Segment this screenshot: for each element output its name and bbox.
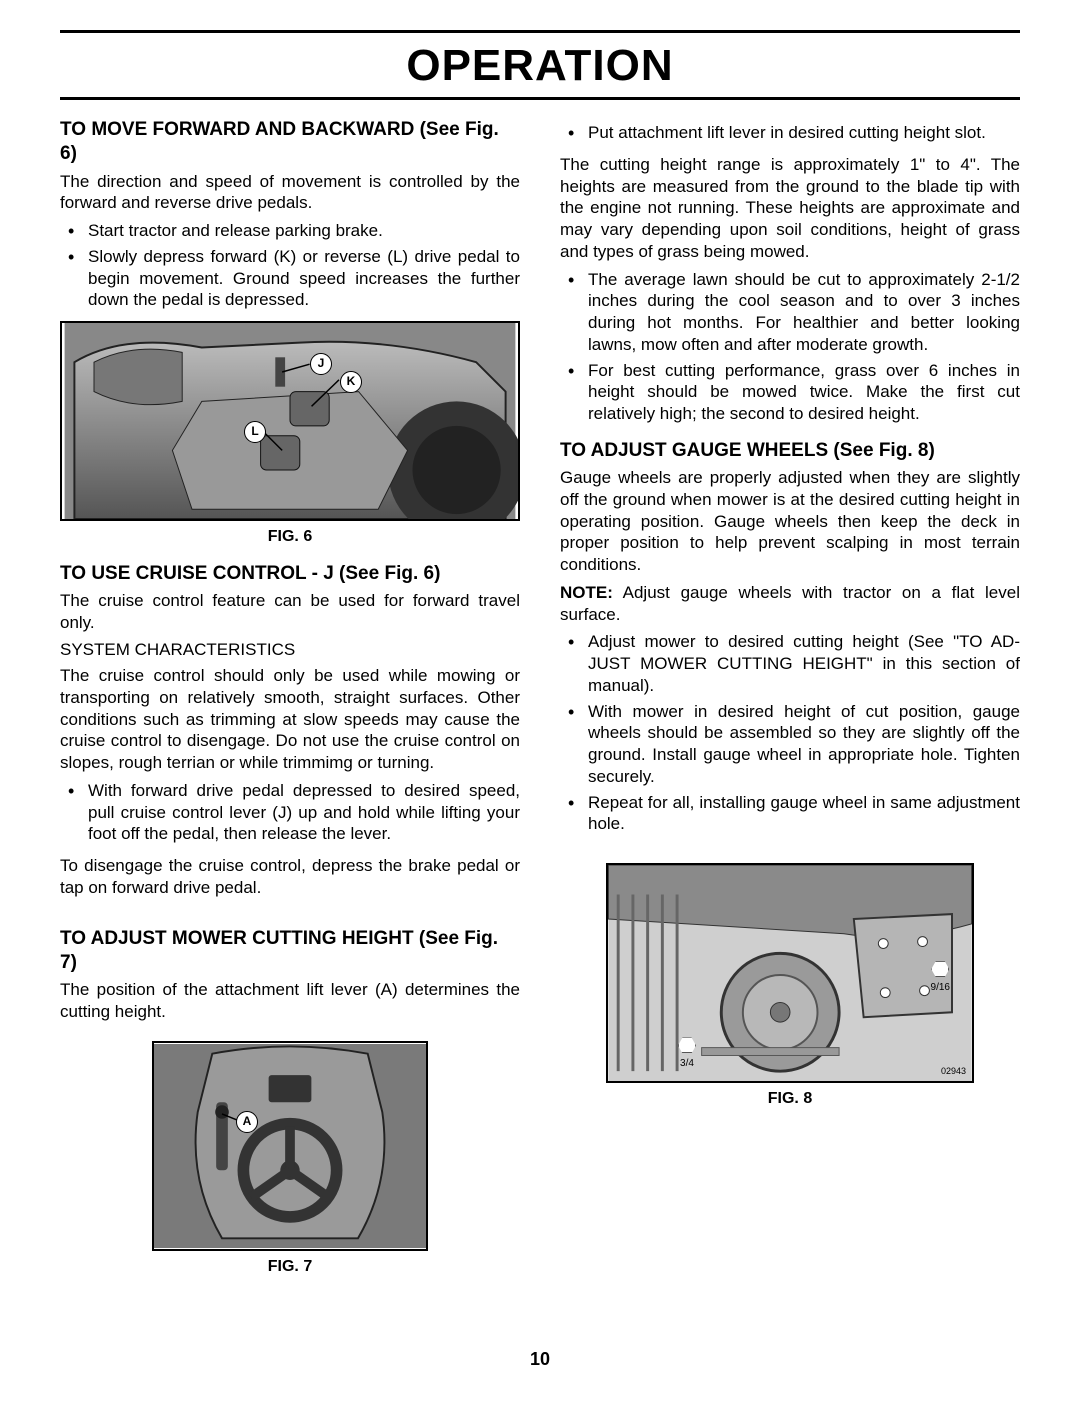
para-cruise-body: The cruise control should only be used w… [60, 665, 520, 774]
list-gauge: Adjust mower to desired cutting height (… [560, 631, 1020, 835]
bullet-range-1: The average lawn should be cut to approx… [560, 269, 1020, 356]
fig7-svg [154, 1043, 426, 1249]
fig6-caption: FIG. 6 [60, 527, 520, 547]
para-range: The cutting height range is approximatel… [560, 154, 1020, 263]
note-text: Adjust gauge wheels with tractor on a fl… [560, 583, 1020, 624]
para-height-intro: The position of the attachment lift leve… [60, 979, 520, 1023]
fig8-id: 02943 [941, 1066, 966, 1078]
para-gauge-intro: Gauge wheels are properly adjusted when … [560, 467, 1020, 576]
fig8-hex-a: 3/4 [678, 1037, 696, 1071]
fig8-hex-b: 9/16 [931, 961, 950, 995]
bullet-gauge-3: Repeat for all, installing gauge wheel i… [560, 792, 1020, 836]
para-cruise-out: To disengage the cruise control, depress… [60, 855, 520, 899]
note-label: NOTE: [560, 583, 613, 602]
page-title: OPERATION [60, 41, 1020, 91]
list-range: The average lawn should be cut to approx… [560, 269, 1020, 425]
fig6-callout-k: K [340, 371, 362, 393]
figure-6: J K L [60, 321, 520, 521]
list-move: Start tractor and release parking brake.… [60, 220, 520, 311]
fig8-label-b: 9/16 [931, 982, 950, 993]
subhead-sys-char: SYSTEM CHARACTERISTICS [60, 639, 520, 661]
bullet-range-2: For best cutting performance, grass over… [560, 360, 1020, 425]
bullet-gauge-2: With mower in desired height of cut posi… [560, 701, 1020, 788]
fig8-label-a: 3/4 [680, 1058, 694, 1069]
bullet-top-1: Put attachment lift lever in desired cut… [560, 122, 1020, 144]
para-move-intro: The direction and speed of movement is c… [60, 171, 520, 215]
right-column: Put attachment lift lever in desired cut… [560, 118, 1020, 1289]
bullet-move-1: Start tractor and release parking brake. [60, 220, 520, 242]
hex-icon [678, 1037, 696, 1053]
left-column: TO MOVE FORWARD AND BACKWARD (See Fig. 6… [60, 118, 520, 1289]
bottom-rule [60, 97, 1020, 100]
heading-gauge: TO ADJUST GAUGE WHEELS (See Fig. 8) [560, 439, 1020, 463]
fig6-callout-j: J [310, 353, 332, 375]
heading-move: TO MOVE FORWARD AND BACKWARD (See Fig. 6… [60, 118, 520, 167]
fig8-caption: FIG. 8 [560, 1089, 1020, 1109]
two-column-layout: TO MOVE FORWARD AND BACKWARD (See Fig. 6… [60, 118, 1020, 1289]
bullet-cruise-1: With forward drive pedal depressed to de… [60, 780, 520, 845]
page-number: 10 [60, 1349, 1020, 1370]
fig6-callout-l: L [244, 421, 266, 443]
heading-height: TO ADJUST MOWER CUTTING HEIGHT (See Fig.… [60, 927, 520, 976]
para-cruise-intro: The cruise control feature can be used f… [60, 590, 520, 634]
figure-8: 3/4 9/16 02943 [606, 863, 974, 1083]
list-top-right: Put attachment lift lever in desired cut… [560, 122, 1020, 144]
heading-cruise: TO USE CRUISE CONTROL - J (See Fig. 6) [60, 562, 520, 586]
fig7-callout-a: A [236, 1111, 258, 1133]
hex-icon [931, 961, 949, 977]
fig8-svg [608, 865, 972, 1081]
bullet-gauge-1: Adjust mower to desired cutting height (… [560, 631, 1020, 696]
fig6-svg [62, 323, 518, 519]
top-rule [60, 30, 1020, 33]
fig7-caption: FIG. 7 [60, 1257, 520, 1277]
bullet-move-2: Slowly depress forward (K) or reverse (L… [60, 246, 520, 311]
para-note: NOTE: Adjust gauge wheels with tractor o… [560, 582, 1020, 626]
figure-7: A [152, 1041, 428, 1251]
list-cruise: With forward drive pedal depressed to de… [60, 780, 520, 845]
